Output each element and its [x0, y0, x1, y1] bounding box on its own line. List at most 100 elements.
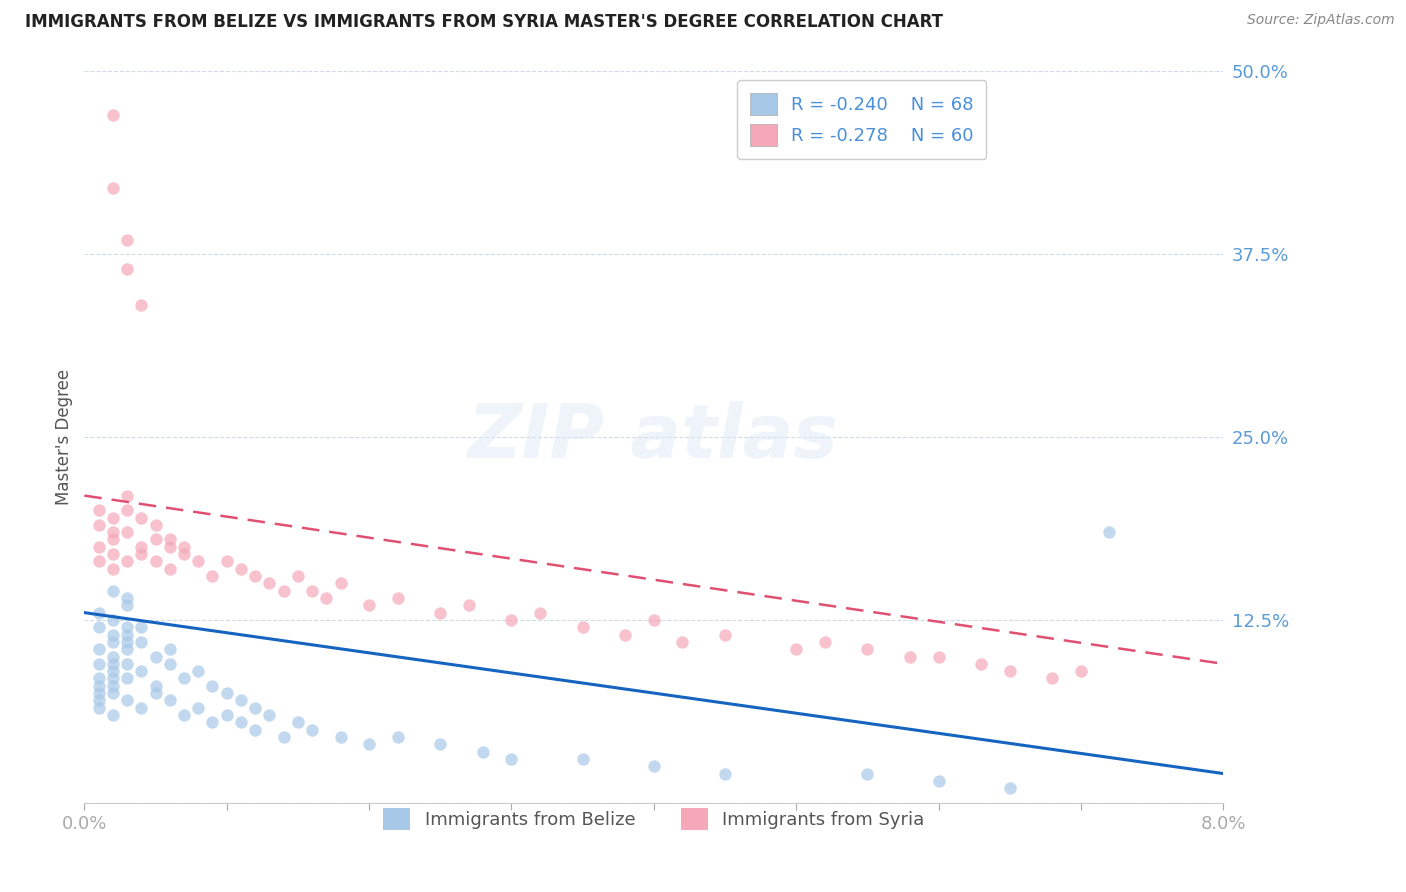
Point	[671, 635, 693, 649]
Point	[457, 599, 479, 613]
Point	[287, 715, 309, 730]
Point	[101, 679, 124, 693]
Point	[387, 591, 409, 605]
Point	[928, 773, 950, 788]
Point	[101, 181, 124, 195]
Point	[501, 613, 523, 627]
Point	[159, 533, 181, 547]
Point	[159, 562, 181, 576]
Point	[145, 554, 167, 568]
Point	[145, 679, 167, 693]
Point	[101, 635, 124, 649]
Point	[101, 583, 124, 598]
Point	[215, 686, 238, 700]
Point	[101, 533, 124, 547]
Point	[115, 489, 138, 503]
Legend: Immigrants from Belize, Immigrants from Syria: Immigrants from Belize, Immigrants from …	[375, 801, 932, 838]
Point	[571, 620, 593, 634]
Point	[928, 649, 950, 664]
Point	[315, 591, 337, 605]
Point	[131, 620, 153, 634]
Point	[131, 540, 153, 554]
Point	[643, 759, 665, 773]
Point	[1042, 672, 1064, 686]
Point	[115, 657, 138, 671]
Point	[101, 613, 124, 627]
Point	[101, 108, 124, 122]
Point	[115, 620, 138, 634]
Point	[101, 686, 124, 700]
Point	[229, 562, 252, 576]
Point	[131, 547, 153, 561]
Point	[359, 599, 381, 613]
Point	[101, 627, 124, 641]
Point	[329, 730, 352, 744]
Point	[159, 642, 181, 657]
Point	[87, 606, 110, 620]
Point	[115, 503, 138, 517]
Point	[1098, 525, 1121, 540]
Point	[429, 737, 451, 751]
Point	[115, 627, 138, 641]
Point	[101, 708, 124, 723]
Point	[101, 649, 124, 664]
Point	[273, 730, 295, 744]
Point	[215, 708, 238, 723]
Point	[814, 635, 837, 649]
Text: IMMIGRANTS FROM BELIZE VS IMMIGRANTS FROM SYRIA MASTER'S DEGREE CORRELATION CHAR: IMMIGRANTS FROM BELIZE VS IMMIGRANTS FRO…	[25, 13, 943, 31]
Point	[131, 298, 153, 312]
Point	[101, 510, 124, 524]
Point	[101, 672, 124, 686]
Point	[101, 664, 124, 678]
Point	[614, 627, 637, 641]
Point	[215, 554, 238, 568]
Point	[187, 664, 209, 678]
Point	[201, 715, 224, 730]
Point	[115, 635, 138, 649]
Point	[115, 233, 138, 247]
Point	[131, 700, 153, 714]
Point	[173, 547, 195, 561]
Point	[131, 664, 153, 678]
Point	[173, 708, 195, 723]
Y-axis label: Master's Degree: Master's Degree	[55, 369, 73, 505]
Point	[87, 679, 110, 693]
Point	[131, 635, 153, 649]
Text: Source: ZipAtlas.com: Source: ZipAtlas.com	[1247, 13, 1395, 28]
Point	[87, 693, 110, 707]
Point	[87, 686, 110, 700]
Point	[529, 606, 551, 620]
Point	[115, 261, 138, 276]
Point	[229, 715, 252, 730]
Point	[87, 672, 110, 686]
Point	[301, 723, 323, 737]
Point	[159, 693, 181, 707]
Point	[87, 700, 110, 714]
Point	[115, 591, 138, 605]
Point	[501, 752, 523, 766]
Point	[145, 517, 167, 532]
Point	[87, 503, 110, 517]
Point	[998, 781, 1021, 796]
Point	[187, 554, 209, 568]
Point	[301, 583, 323, 598]
Point	[429, 606, 451, 620]
Point	[245, 723, 267, 737]
Point	[115, 642, 138, 657]
Point	[145, 533, 167, 547]
Point	[898, 649, 921, 664]
Point	[998, 664, 1021, 678]
Point	[115, 693, 138, 707]
Point	[571, 752, 593, 766]
Point	[259, 576, 281, 591]
Point	[101, 525, 124, 540]
Point	[145, 686, 167, 700]
Point	[856, 642, 879, 657]
Point	[115, 525, 138, 540]
Point	[785, 642, 807, 657]
Point	[115, 554, 138, 568]
Point	[387, 730, 409, 744]
Point	[173, 672, 195, 686]
Point	[229, 693, 252, 707]
Point	[201, 569, 224, 583]
